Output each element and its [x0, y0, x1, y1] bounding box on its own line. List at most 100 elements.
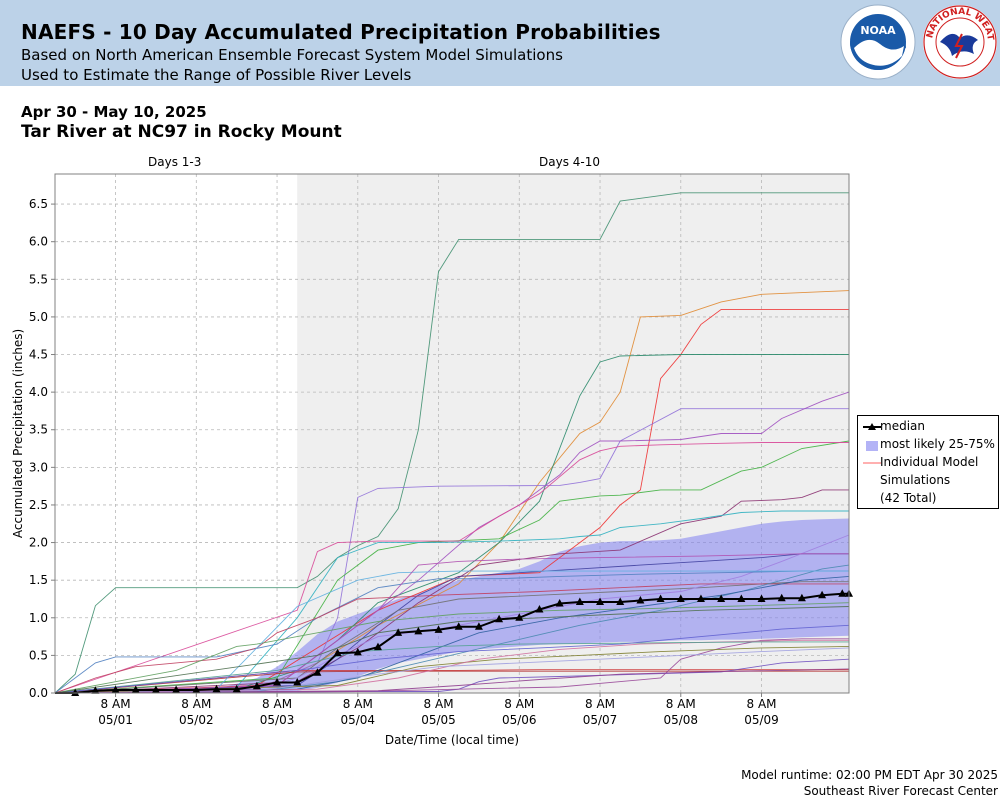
chart-legend: median most likely 25-75% Individual Mod…: [857, 415, 999, 509]
median-marker: [273, 677, 282, 686]
median-marker: [797, 593, 806, 602]
member-line-30: [54, 668, 850, 694]
median-marker: [212, 684, 221, 693]
x-tick-label-time: 8 AM: [424, 697, 454, 711]
iqr-band: [55, 518, 849, 693]
median-marker: [555, 598, 564, 607]
median-marker: [414, 626, 423, 635]
y-tick-label: 6.0: [29, 235, 48, 249]
member-line-14: [54, 570, 849, 694]
median-marker: [151, 685, 160, 693]
median-marker: [696, 594, 705, 602]
x-tick-label-date: 05/07: [583, 713, 618, 727]
x-tick-label-date: 05/06: [502, 713, 537, 727]
y-tick-label: 5.0: [29, 310, 48, 324]
median-marker: [373, 642, 382, 651]
median-marker: [515, 613, 524, 621]
member-line-15: [54, 583, 849, 694]
median-marker: [737, 594, 746, 602]
median-marker: [192, 685, 201, 693]
location-name: Tar River at NC97 in Rocky Mount: [21, 122, 342, 142]
median-marker: [91, 686, 100, 694]
member-line-25: [54, 645, 850, 694]
y-tick-label: 0.5: [29, 648, 48, 662]
noaa-logo: NOAA: [840, 4, 916, 80]
legend-median-label: median: [880, 419, 925, 433]
member-line-6: [54, 391, 850, 694]
y-tick-label: 6.5: [29, 197, 48, 211]
median-marker: [596, 597, 605, 605]
x-tick-label-time: 8 AM: [343, 697, 373, 711]
median-marker: [636, 595, 645, 604]
median-marker: [656, 594, 665, 602]
y-tick-label: 5.5: [29, 272, 48, 286]
member-line-3: [54, 308, 849, 694]
y-tick-label: 2.0: [29, 536, 48, 550]
x-tick-label-time: 8 AM: [262, 697, 292, 711]
median-marker: [293, 677, 302, 686]
y-tick-label: 1.5: [29, 573, 48, 587]
x-tick-label-date: 05/09: [744, 713, 779, 727]
model-runtime: Model runtime: 02:00 PM EDT Apr 30 2025: [741, 768, 998, 782]
y-tick-label: 2.5: [29, 498, 48, 512]
median-marker: [232, 684, 241, 693]
median-marker: [71, 688, 80, 696]
member-line-8: [54, 442, 849, 694]
x-tick-label-date: 05/04: [340, 713, 375, 727]
forecast-date-range: Apr 30 - May 10, 2025: [21, 103, 207, 121]
y-tick-label: 0.0: [29, 686, 48, 700]
median-marker: [575, 597, 584, 605]
median-marker: [495, 614, 504, 623]
period-label-days-1-3: Days 1-3: [148, 155, 202, 169]
median-marker: [434, 625, 443, 633]
median-marker: [535, 605, 544, 613]
member-line-20: [54, 638, 849, 694]
x-tick-label-date: 05/01: [98, 713, 133, 727]
y-tick-label: 3.5: [29, 423, 48, 437]
x-tick-label-date: 05/08: [663, 713, 698, 727]
x-tick-label-date: 05/02: [179, 713, 214, 727]
x-axis-label: Date/Time (local time): [385, 733, 519, 747]
svg-text:NOAA: NOAA: [860, 24, 896, 37]
plot-frame: [54, 173, 850, 694]
median-marker: [394, 628, 403, 636]
member-line-29: [54, 647, 850, 694]
legend-individual-count: (42 Total): [880, 491, 937, 505]
median-marker: [333, 648, 342, 657]
member-line-5: [54, 408, 849, 694]
header-banner: NAEFS - 10 Day Accumulated Precipitation…: [0, 0, 1000, 86]
x-tick-label-date: 05/05: [421, 713, 456, 727]
y-tick-label: 3.0: [29, 460, 48, 474]
median-marker: [313, 668, 322, 676]
median-marker: [131, 685, 140, 693]
legend-individual-label: Individual Model: [880, 455, 979, 469]
median-marker: [474, 622, 483, 630]
median-marker: [353, 647, 362, 656]
member-line-12: [54, 581, 849, 694]
x-tick-label-time: 8 AM: [585, 697, 615, 711]
member-line-11: [54, 553, 849, 694]
median-marker: [111, 685, 120, 693]
member-line-19: [54, 658, 850, 694]
member-line-31: [54, 606, 850, 694]
page-subtitle-1: Based on North American Ensemble Forecas…: [21, 46, 563, 64]
median-marker: [252, 681, 261, 690]
median-marker: [172, 685, 181, 693]
legend-individual-label-2: Simulations: [880, 473, 951, 487]
median-marker: [676, 594, 685, 602]
median-marker: [616, 597, 625, 605]
legend-iqr-label: most likely 25-75%: [880, 437, 995, 451]
member-line-13: [54, 534, 850, 694]
y-tick-label: 1.0: [29, 611, 48, 625]
member-line-24: [54, 575, 850, 694]
median-marker: [717, 594, 726, 602]
x-tick-label-time: 8 AM: [504, 697, 534, 711]
legend-swatches: [863, 423, 881, 464]
member-line-27: [54, 641, 849, 694]
member-line-22: [54, 570, 849, 694]
median-marker: [838, 589, 847, 597]
page-subtitle-2: Used to Estimate the Range of Possible R…: [21, 66, 412, 84]
y-tick-label: 4.0: [29, 385, 48, 399]
nws-logo: NATIONAL WEATHER: [922, 4, 997, 79]
